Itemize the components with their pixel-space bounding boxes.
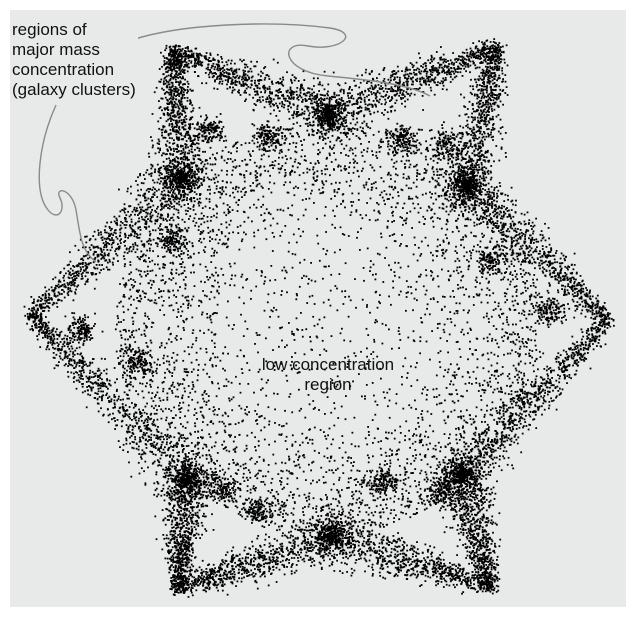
galaxy-clusters-label-line-3: concentration — [12, 60, 115, 79]
leader-line-to-top-right-cluster — [131, 23, 431, 97]
mass-distribution-plot — [23, 23, 615, 598]
low-concentration-label-line-2: region — [304, 375, 352, 394]
leader-line-to-left-cluster — [38, 104, 97, 263]
galaxy-clusters-label-line-1: regions of — [12, 20, 87, 39]
galaxy-clusters-label: regions of major mass concentration (gal… — [12, 20, 138, 100]
low-concentration-label-line-1: low concentration — [261, 355, 395, 374]
diagram-frame: regions of major mass concentration (gal… — [10, 10, 626, 607]
galaxy-clusters-label-line-4: (galaxy clusters) — [12, 80, 136, 99]
point-cloud — [23, 38, 615, 598]
galaxy-clusters-label-line-2: major mass — [12, 40, 100, 59]
low-concentration-label: low concentration region — [228, 355, 428, 395]
